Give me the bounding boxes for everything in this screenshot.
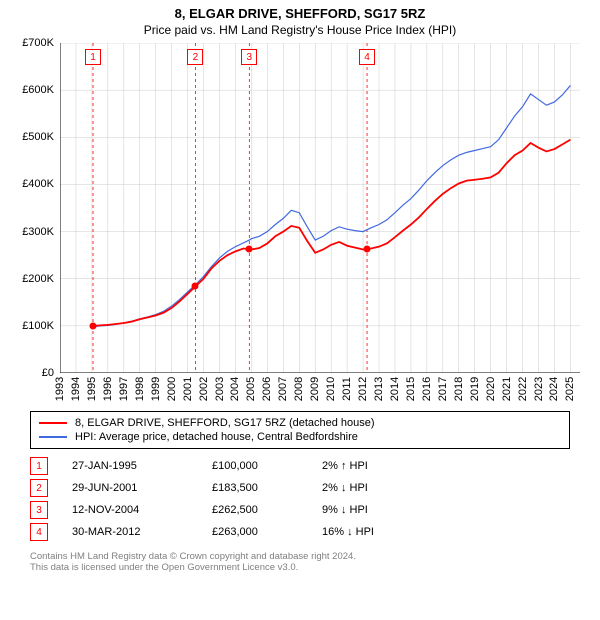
sales-row-diff: 2% ↑ HPI [322, 460, 442, 472]
sale-dot [246, 246, 253, 253]
y-tick-label: £400K [22, 178, 54, 190]
x-tick-label: 2004 [229, 377, 241, 401]
x-tick-label: 1994 [70, 377, 82, 401]
sales-row-diff: 16% ↓ HPI [322, 526, 442, 538]
sales-row-diff: 9% ↓ HPI [322, 504, 442, 516]
x-tick-label: 2011 [341, 377, 353, 401]
sales-row: 1 27-JAN-1995£100,0002% ↑ HPI [30, 455, 570, 477]
x-tick-label: 2014 [389, 377, 401, 401]
sale-marker-box: 4 [359, 49, 375, 65]
legend-label: 8, ELGAR DRIVE, SHEFFORD, SG17 5RZ (deta… [75, 417, 375, 429]
x-tick-label: 2002 [198, 377, 210, 401]
sales-row-marker: 1 [30, 457, 48, 475]
x-tick-label: 2023 [533, 377, 545, 401]
x-tick-label: 2013 [373, 377, 385, 401]
sales-row: 2 29-JUN-2001£183,5002% ↓ HPI [30, 477, 570, 499]
x-tick-label: 1999 [150, 377, 162, 401]
x-tick-label: 2018 [453, 377, 465, 401]
chart-plot [60, 43, 580, 373]
sales-table: 1 27-JAN-1995£100,0002% ↑ HPI 2 29-JUN-2001… [30, 455, 570, 543]
legend-item: HPI: Average price, detached house, Cent… [39, 430, 561, 444]
x-tick-label: 2007 [277, 377, 289, 401]
legend-label: HPI: Average price, detached house, Cent… [75, 431, 358, 443]
sale-marker-box: 3 [241, 49, 257, 65]
sales-row: 4 30-MAR-2012£263,00016% ↓ HPI [30, 521, 570, 543]
sales-row-price: £262,500 [212, 504, 322, 516]
sales-row-date: 30-MAR-2012 [72, 526, 212, 538]
footer-attribution: Contains HM Land Registry data © Crown c… [30, 551, 570, 573]
legend: 8, ELGAR DRIVE, SHEFFORD, SG17 5RZ (deta… [30, 411, 570, 449]
sales-row-marker: 4 [30, 523, 48, 541]
y-tick-label: £300K [22, 226, 54, 238]
x-tick-label: 1997 [118, 377, 130, 401]
sales-row-marker: 3 [30, 501, 48, 519]
sale-dot [192, 283, 199, 290]
x-tick-label: 1995 [86, 377, 98, 401]
x-tick-label: 2000 [166, 377, 178, 401]
sales-row-price: £183,500 [212, 482, 322, 494]
x-tick-label: 1993 [54, 377, 66, 401]
sales-row-price: £263,000 [212, 526, 322, 538]
x-tick-label: 2016 [421, 377, 433, 401]
sale-marker-box: 2 [187, 49, 203, 65]
y-tick-label: £200K [22, 273, 54, 285]
x-tick-label: 2020 [485, 377, 497, 401]
x-tick-label: 2006 [261, 377, 273, 401]
x-tick-label: 2024 [548, 377, 560, 401]
x-tick-label: 2019 [469, 377, 481, 401]
sale-marker-box: 1 [85, 49, 101, 65]
x-tick-label: 2022 [517, 377, 529, 401]
chart-subtitle: Price paid vs. HM Land Registry's House … [0, 21, 600, 43]
x-tick-label: 2009 [309, 377, 321, 401]
footer-line: This data is licensed under the Open Gov… [30, 562, 570, 573]
sales-row-marker: 2 [30, 479, 48, 497]
y-tick-label: £700K [22, 37, 54, 49]
x-tick-label: 2025 [564, 377, 576, 401]
sales-row-date: 12-NOV-2004 [72, 504, 212, 516]
x-tick-label: 2017 [437, 377, 449, 401]
sale-dot [90, 322, 97, 329]
x-tick-label: 2005 [245, 377, 257, 401]
chart-container: 8, ELGAR DRIVE, SHEFFORD, SG17 5RZ Price… [0, 0, 600, 620]
x-tick-label: 2001 [182, 377, 194, 401]
sale-dot [364, 246, 371, 253]
y-tick-label: £100K [22, 320, 54, 332]
x-tick-label: 2012 [357, 377, 369, 401]
sales-row-diff: 2% ↓ HPI [322, 482, 442, 494]
chart-area: £0£100K£200K£300K£400K£500K£600K£700K 19… [40, 43, 600, 403]
y-tick-label: £500K [22, 131, 54, 143]
sales-row-date: 29-JUN-2001 [72, 482, 212, 494]
chart-title: 8, ELGAR DRIVE, SHEFFORD, SG17 5RZ [0, 0, 600, 21]
x-tick-label: 2015 [405, 377, 417, 401]
x-tick-label: 2021 [501, 377, 513, 401]
y-tick-label: £600K [22, 84, 54, 96]
x-tick-label: 2010 [325, 377, 337, 401]
legend-swatch-red [39, 422, 67, 424]
legend-item: 8, ELGAR DRIVE, SHEFFORD, SG17 5RZ (deta… [39, 416, 561, 430]
sales-row: 3 12-NOV-2004£262,5009% ↓ HPI [30, 499, 570, 521]
legend-swatch-blue [39, 436, 67, 438]
x-tick-label: 1996 [102, 377, 114, 401]
x-tick-label: 2003 [214, 377, 226, 401]
sales-row-price: £100,000 [212, 460, 322, 472]
y-tick-label: £0 [42, 367, 54, 379]
x-tick-label: 1998 [134, 377, 146, 401]
footer-line: Contains HM Land Registry data © Crown c… [30, 551, 570, 562]
x-tick-label: 2008 [293, 377, 305, 401]
sales-row-date: 27-JAN-1995 [72, 460, 212, 472]
